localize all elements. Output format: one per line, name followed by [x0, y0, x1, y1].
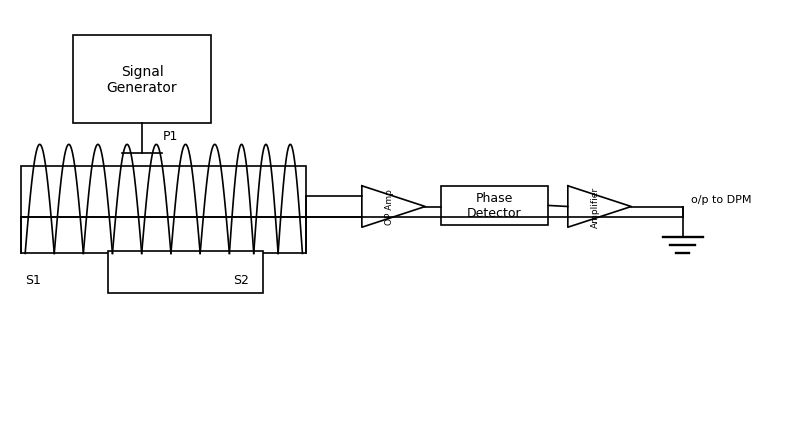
FancyBboxPatch shape — [441, 186, 548, 226]
Text: o/p to DPM: o/p to DPM — [691, 195, 751, 205]
FancyBboxPatch shape — [72, 36, 211, 123]
Text: OP Amp: OP Amp — [385, 189, 394, 225]
Text: S2: S2 — [234, 273, 249, 286]
Text: S1: S1 — [25, 273, 41, 286]
Text: Amplifier: Amplifier — [591, 187, 600, 228]
FancyBboxPatch shape — [21, 167, 306, 254]
Text: Signal
Generator: Signal Generator — [107, 65, 177, 95]
FancyBboxPatch shape — [108, 252, 263, 293]
Text: P1: P1 — [163, 130, 179, 143]
Text: Phase
Detector: Phase Detector — [467, 192, 522, 220]
